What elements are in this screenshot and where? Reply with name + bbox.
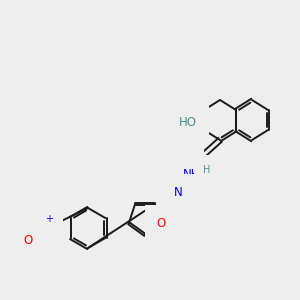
Text: -: - — [23, 221, 27, 231]
Text: O: O — [23, 212, 33, 224]
Text: N: N — [174, 185, 182, 199]
Text: NH: NH — [183, 169, 201, 182]
Text: H: H — [203, 165, 211, 175]
Text: N: N — [37, 221, 45, 235]
Text: O: O — [157, 217, 166, 230]
Text: O: O — [23, 233, 33, 247]
Text: HO: HO — [179, 116, 197, 128]
Text: H: H — [171, 217, 179, 227]
Text: O: O — [183, 157, 193, 169]
Text: +: + — [45, 214, 53, 224]
